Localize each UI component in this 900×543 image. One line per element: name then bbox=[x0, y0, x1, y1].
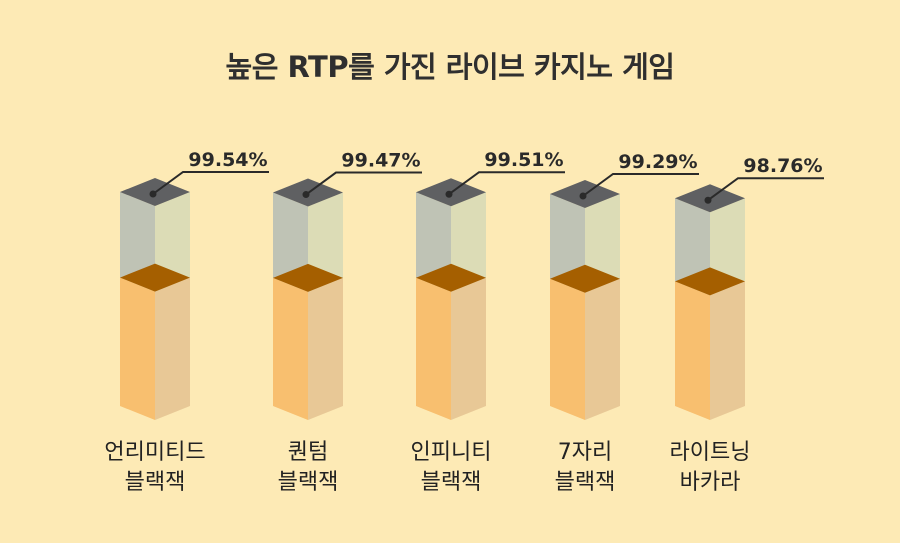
bar-fill-front bbox=[550, 278, 585, 420]
value-leader-dot bbox=[149, 190, 157, 198]
bar-glass-side bbox=[451, 192, 486, 292]
bar-fill-side bbox=[710, 281, 745, 420]
bar-fill-top bbox=[416, 263, 486, 292]
value-leader-dot bbox=[445, 190, 453, 198]
category-label-line: 인피니티 bbox=[410, 440, 492, 465]
bar-glass-front bbox=[273, 192, 308, 292]
bar-fill-top bbox=[120, 263, 190, 292]
category-label-line: 블랙잭 bbox=[277, 470, 339, 495]
bar-glass-side bbox=[308, 192, 343, 292]
category-label-line: 블랙잭 bbox=[124, 470, 186, 495]
bar-fill-side bbox=[155, 277, 190, 420]
bar-fill-top bbox=[550, 264, 620, 293]
bar-glass-front bbox=[416, 192, 451, 292]
value-leader-line bbox=[305, 171, 422, 196]
category-label-line: 블랙잭 bbox=[554, 470, 616, 495]
value-leader-dot bbox=[579, 192, 587, 200]
category-label-line: 바카라 bbox=[679, 470, 741, 495]
bar-fill-front bbox=[416, 277, 451, 420]
bar-fill-top bbox=[675, 267, 745, 296]
bar-fill-top bbox=[273, 263, 343, 292]
bar-fill-side bbox=[451, 277, 486, 420]
value-leader-line bbox=[448, 171, 565, 196]
bar-glass-front bbox=[120, 192, 155, 292]
bar-glass-side bbox=[155, 192, 190, 292]
value-label: 99.51% bbox=[484, 149, 563, 171]
category-label-line: 라이트닝 bbox=[669, 440, 751, 465]
bar-glass-front bbox=[550, 194, 585, 293]
value-leader-line bbox=[707, 177, 824, 202]
bar-fill-front bbox=[675, 281, 710, 420]
bar-fill-front bbox=[120, 277, 155, 420]
chart-title: 높은 RTP를 가진 라이브 카지노 게임 bbox=[225, 50, 675, 84]
value-label: 98.76% bbox=[743, 155, 822, 177]
bar-glass-side bbox=[585, 194, 620, 293]
category-label-line: 블랙잭 bbox=[420, 470, 482, 495]
value-label: 99.47% bbox=[341, 150, 420, 172]
value-leader-dot bbox=[302, 191, 310, 199]
bar-fill-side bbox=[585, 278, 620, 420]
value-leader-line bbox=[152, 171, 269, 195]
bar-fill-front bbox=[273, 277, 308, 420]
value-leader-dot bbox=[704, 196, 712, 204]
value-leader-line bbox=[582, 173, 699, 197]
bar-fill-side bbox=[308, 277, 343, 420]
value-label: 99.29% bbox=[618, 151, 697, 173]
category-label-line: 7자리 bbox=[557, 440, 613, 465]
category-label-line: 언리미티드 bbox=[104, 440, 206, 465]
value-label: 99.54% bbox=[188, 149, 267, 171]
category-label-line: 퀀텀 bbox=[287, 440, 329, 465]
